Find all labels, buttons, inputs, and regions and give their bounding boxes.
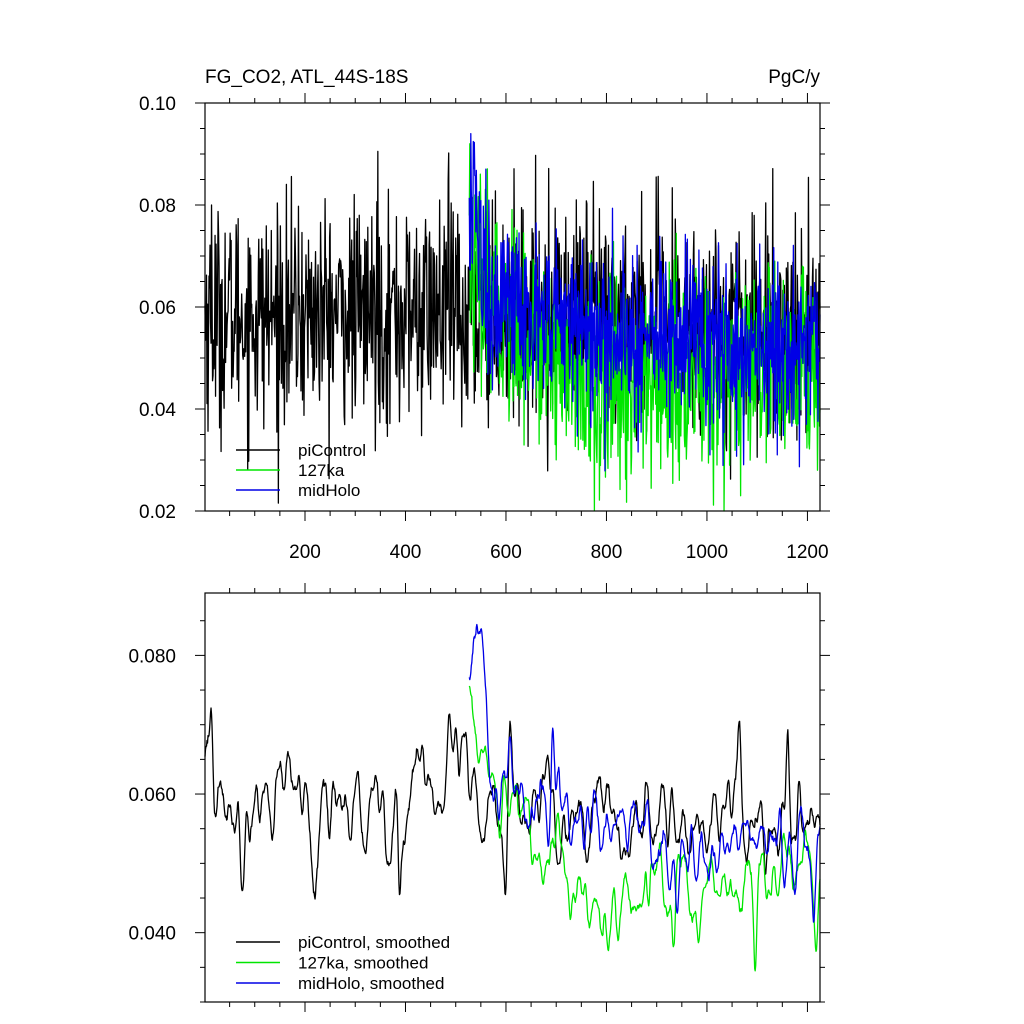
x-tick-label: 400: [390, 542, 422, 563]
series-line: [204, 707, 821, 900]
series-line: [468, 685, 821, 972]
x-tick-label: 1200: [786, 542, 828, 563]
series-line: [468, 132, 821, 472]
x-tick-label: 600: [490, 542, 522, 563]
legend-entry: 127ka: [298, 461, 345, 480]
legend-entry: piControl, smoothed: [298, 933, 450, 952]
x-tick-label: 200: [289, 542, 321, 563]
bottom-panel: 0.040 0.060 0.080 piControl, smoothed 127ka,…: [128, 583, 830, 1012]
legend-entry: 127ka, smoothed: [298, 954, 428, 973]
x-tick-label: 800: [591, 542, 623, 563]
legend-entry: midHolo: [298, 481, 360, 500]
y-tick-label: 0.040: [128, 924, 176, 945]
x-tick-label: 1000: [686, 542, 728, 563]
series-line: [468, 623, 821, 923]
series-line: [468, 143, 821, 512]
legend-entry: midHolo, smoothed: [298, 974, 444, 993]
plot-frame: [204, 592, 821, 1003]
y-tick-label: 0.06: [139, 298, 176, 319]
y-tick-label: 0.080: [128, 646, 176, 667]
units-label: PgC/y: [768, 67, 820, 88]
y-tick-label: 0.08: [139, 196, 176, 217]
y-tick-label: 0.060: [128, 785, 176, 806]
legend-entry: piControl: [298, 441, 366, 460]
y-tick-label: 0.10: [139, 94, 176, 115]
top-panel: 200 400 600 800 1000 1200 0.02 0.04 0.06 0.08 0.10…: [139, 67, 830, 563]
y-tick-label: 0.04: [139, 400, 176, 421]
y-tick-label: 0.02: [139, 502, 176, 523]
chart-title: FG_CO2, ATL_44S-18S: [205, 67, 408, 88]
